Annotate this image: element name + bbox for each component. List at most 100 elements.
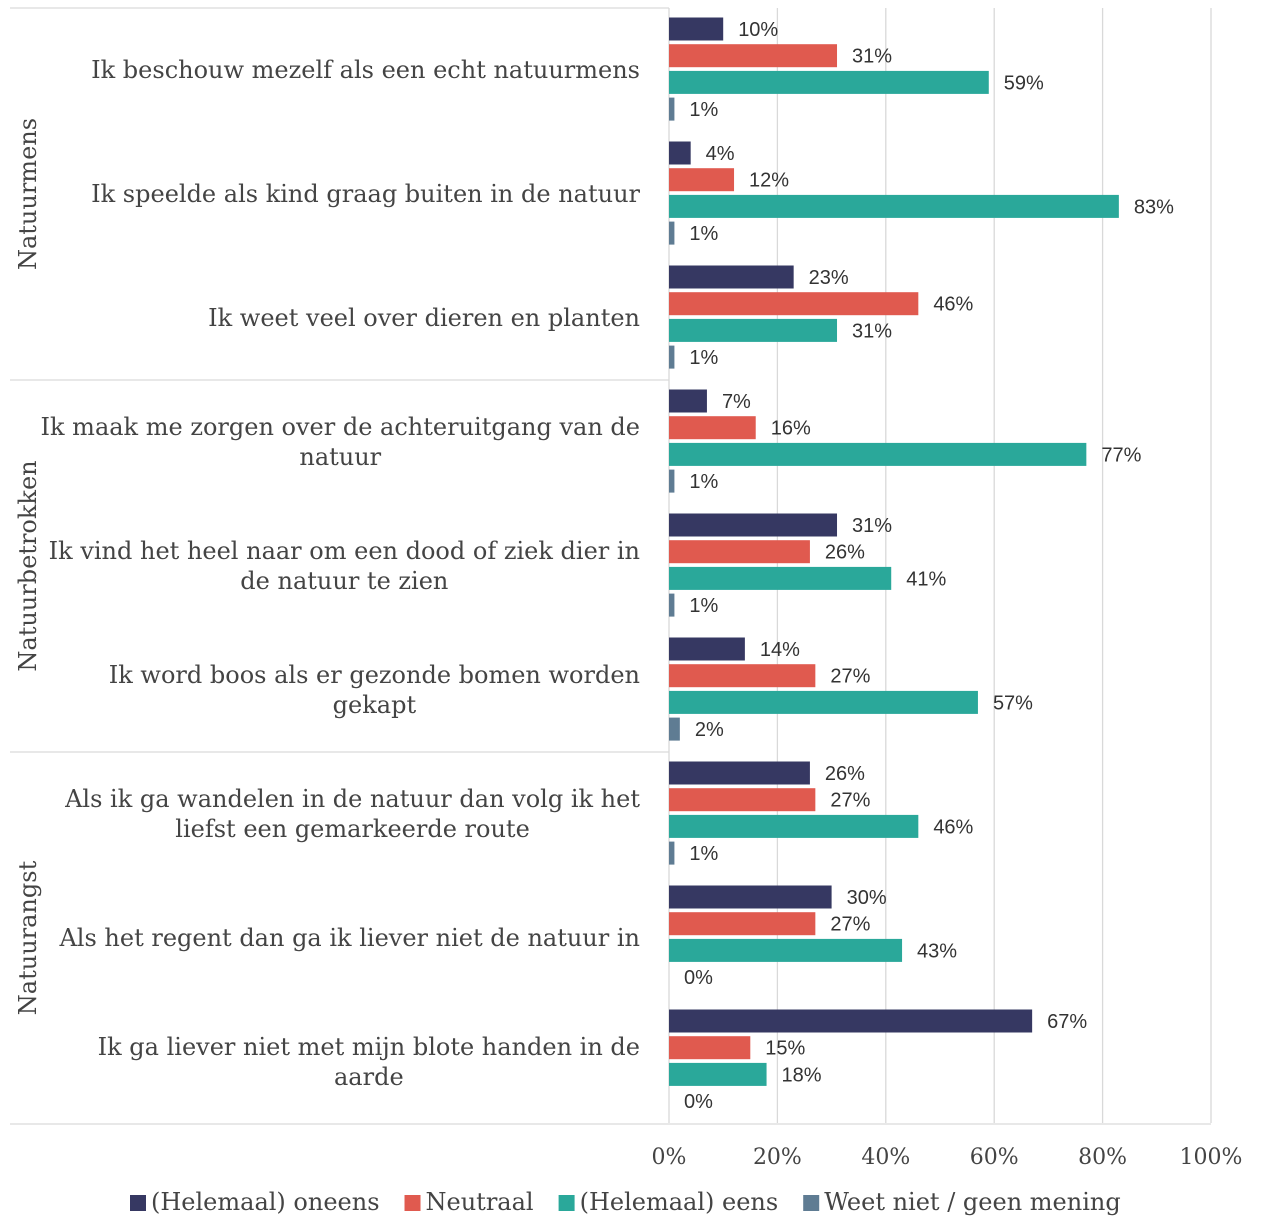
- legend-label: (Helemaal) oneens: [151, 1188, 380, 1216]
- value-label: 41%: [906, 568, 946, 590]
- category-labels: Ik beschouw mezelf als een echt natuurme…: [41, 56, 641, 1091]
- bar: [669, 17, 724, 41]
- category-label: aarde: [334, 1063, 404, 1091]
- value-label: 27%: [830, 790, 870, 812]
- category-label: Ik vind het heel naar om een dood of zie…: [49, 537, 640, 565]
- value-label: 26%: [825, 763, 865, 785]
- value-label: 1%: [689, 471, 718, 493]
- value-label: 46%: [933, 294, 973, 316]
- bar: [669, 637, 745, 661]
- x-tick-label: 80%: [1078, 1145, 1127, 1170]
- value-label: 77%: [1101, 444, 1141, 466]
- value-label: 1%: [689, 223, 718, 245]
- bar: [669, 416, 756, 440]
- bar: [669, 469, 675, 493]
- value-label: 30%: [847, 887, 887, 909]
- legend-label: (Helemaal) eens: [580, 1188, 779, 1216]
- bar: [669, 168, 735, 192]
- bar: [669, 717, 680, 741]
- bar: [669, 912, 816, 936]
- bar: [669, 265, 794, 289]
- value-label: 26%: [825, 542, 865, 564]
- bar: [669, 885, 832, 909]
- value-label: 1%: [689, 595, 718, 617]
- value-label: 0%: [684, 1091, 713, 1113]
- x-tick-label: 60%: [970, 1145, 1019, 1170]
- bar: [669, 788, 816, 812]
- category-label: Ik weet veel over dieren en planten: [208, 304, 640, 332]
- x-tick-label: 20%: [753, 1145, 802, 1170]
- category-label: de natuur te zien: [240, 567, 448, 595]
- category-label: Ik maak me zorgen over de achteruitgang …: [41, 413, 640, 441]
- bar: [669, 389, 707, 413]
- bar: [669, 44, 838, 68]
- value-label: 14%: [760, 639, 800, 661]
- bar: [669, 318, 838, 342]
- category-label: Ik beschouw mezelf als een echt natuurme…: [91, 56, 640, 84]
- legend-label: Weet niet / geen mening: [824, 1188, 1120, 1216]
- value-label: 31%: [852, 320, 892, 342]
- legend-swatch: [558, 1195, 575, 1211]
- bar: [669, 690, 978, 714]
- value-label: 83%: [1134, 196, 1174, 218]
- bar: [669, 345, 675, 369]
- bar: [669, 70, 989, 94]
- gridlines: [10, 7, 1212, 1125]
- value-label: 0%: [684, 967, 713, 989]
- x-tick-label: 100%: [1180, 1145, 1243, 1170]
- bar: [669, 814, 919, 838]
- value-label: 4%: [706, 143, 735, 165]
- value-label: 57%: [993, 692, 1033, 714]
- category-label: gekapt: [333, 691, 417, 719]
- bar: [669, 761, 810, 785]
- group-labels: Natuurmens Natuurbetrokken Natuurangst: [14, 118, 42, 1015]
- bar: [669, 194, 1119, 218]
- bar: [669, 1009, 1033, 1033]
- value-label: 15%: [765, 1038, 805, 1060]
- legend-label: Neutraal: [426, 1188, 534, 1216]
- bar: [669, 221, 675, 245]
- bar: [669, 841, 675, 865]
- category-label: Als ik ga wandelen in de natuur dan volg…: [64, 785, 640, 813]
- bar: [669, 292, 919, 316]
- category-label: Ik ga liever niet met mijn blote handen …: [98, 1033, 640, 1061]
- value-label: 7%: [722, 391, 751, 413]
- legend: (Helemaal) oneens Neutraal (Helemaal) eens…: [130, 1188, 1121, 1216]
- legend-swatch: [130, 1195, 146, 1211]
- bar: [669, 141, 691, 165]
- value-label: 67%: [1047, 1011, 1087, 1033]
- bar: [669, 1036, 751, 1060]
- category-label: Als het regent dan ga ik liever niet de …: [58, 924, 640, 952]
- group-label: Natuurangst: [14, 860, 42, 1015]
- value-label: 31%: [852, 46, 892, 68]
- legend-swatch: [803, 1195, 820, 1211]
- category-label: liefst een gemarkeerde route: [175, 815, 529, 843]
- value-label: 27%: [830, 914, 870, 936]
- category-label: Ik speelde als kind graag buiten in de n…: [91, 180, 640, 208]
- value-label: 23%: [809, 267, 849, 289]
- x-axis: 0% 20% 40% 60% 80% 100%: [652, 1145, 1243, 1170]
- category-label: Ik word boos als er gezonde bomen worden: [109, 661, 640, 689]
- value-label: 1%: [689, 99, 718, 121]
- value-labels: 10% 31% 59% 1% 4% 12% 83% 1% 23% 46% 31% 1% 7% 16% 77%…: [684, 19, 1174, 1113]
- bar: [669, 513, 838, 537]
- bar: [669, 566, 892, 590]
- value-label: 31%: [852, 515, 892, 537]
- value-label: 10%: [738, 19, 778, 41]
- bar: [669, 938, 903, 962]
- value-label: 59%: [1004, 72, 1044, 94]
- value-label: 1%: [689, 843, 718, 865]
- value-label: 16%: [771, 418, 811, 440]
- bar: [669, 1062, 767, 1086]
- value-label: 12%: [749, 170, 789, 192]
- x-tick-label: 40%: [861, 1145, 910, 1170]
- group-label: Natuurbetrokken: [14, 460, 42, 671]
- bar: [669, 664, 816, 688]
- bars: [669, 17, 1119, 1086]
- x-tick-label: 0%: [652, 1145, 687, 1170]
- value-label: 27%: [830, 666, 870, 688]
- value-label: 43%: [917, 940, 957, 962]
- value-label: 18%: [782, 1064, 822, 1086]
- value-label: 46%: [933, 816, 973, 838]
